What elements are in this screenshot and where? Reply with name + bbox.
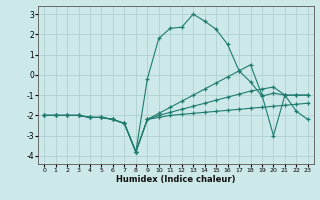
- X-axis label: Humidex (Indice chaleur): Humidex (Indice chaleur): [116, 175, 236, 184]
